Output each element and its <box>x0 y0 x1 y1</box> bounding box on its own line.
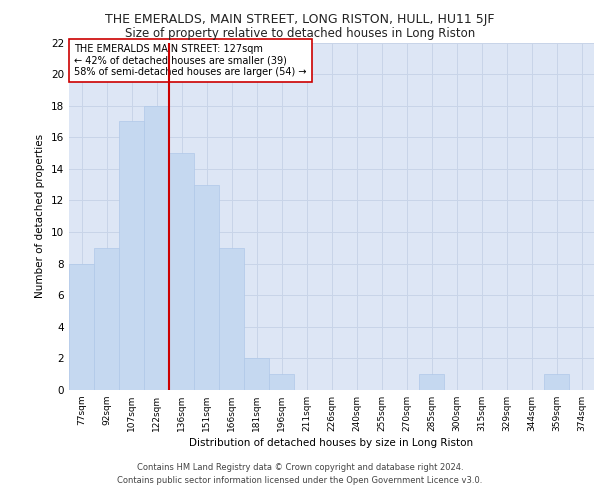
Bar <box>169 153 194 390</box>
Text: THE EMERALDS, MAIN STREET, LONG RISTON, HULL, HU11 5JF: THE EMERALDS, MAIN STREET, LONG RISTON, … <box>105 12 495 26</box>
Bar <box>244 358 269 390</box>
Y-axis label: Number of detached properties: Number of detached properties <box>35 134 46 298</box>
Bar <box>69 264 94 390</box>
Bar <box>219 248 244 390</box>
Bar <box>194 184 219 390</box>
Text: Contains public sector information licensed under the Open Government Licence v3: Contains public sector information licen… <box>118 476 482 485</box>
Bar <box>419 374 444 390</box>
Text: THE EMERALDS MAIN STREET: 127sqm
← 42% of detached houses are smaller (39)
58% o: THE EMERALDS MAIN STREET: 127sqm ← 42% o… <box>74 44 307 78</box>
Bar <box>144 106 169 390</box>
Bar <box>544 374 569 390</box>
X-axis label: Distribution of detached houses by size in Long Riston: Distribution of detached houses by size … <box>190 438 473 448</box>
Text: Size of property relative to detached houses in Long Riston: Size of property relative to detached ho… <box>125 28 475 40</box>
Bar <box>269 374 294 390</box>
Bar <box>119 122 144 390</box>
Text: Contains HM Land Registry data © Crown copyright and database right 2024.: Contains HM Land Registry data © Crown c… <box>137 464 463 472</box>
Bar <box>94 248 119 390</box>
